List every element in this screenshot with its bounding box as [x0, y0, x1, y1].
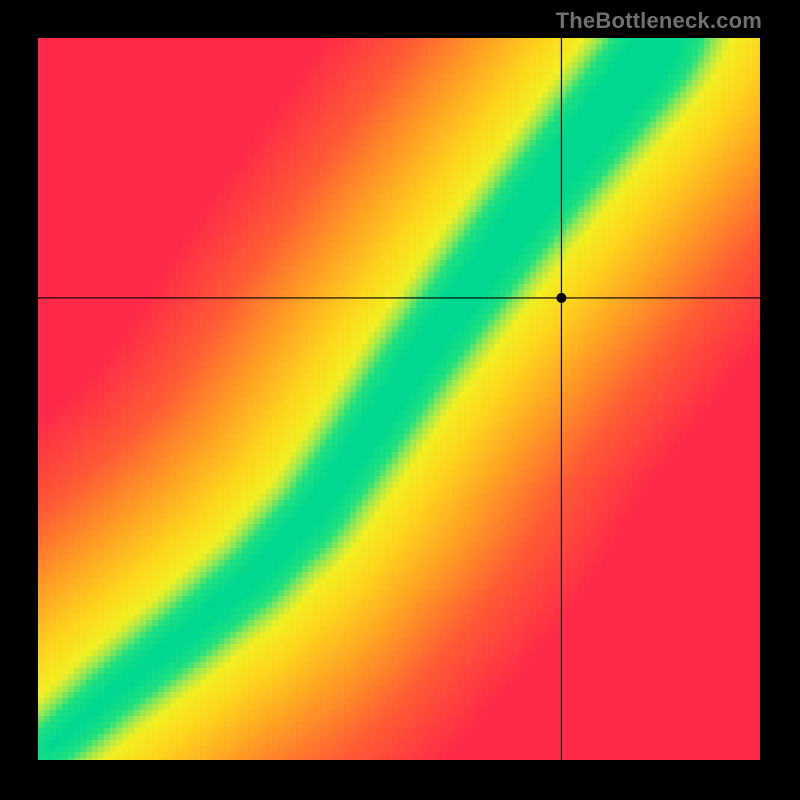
bottleneck-heatmap	[38, 38, 760, 760]
chart-container: TheBottleneck.com	[0, 0, 800, 800]
watermark-label: TheBottleneck.com	[556, 8, 762, 34]
